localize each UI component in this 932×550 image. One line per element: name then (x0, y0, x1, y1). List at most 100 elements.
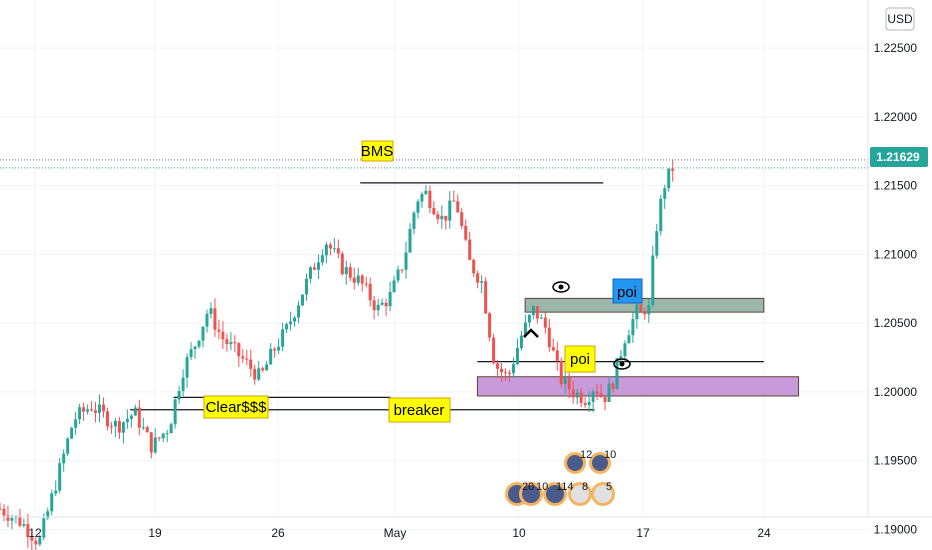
candle-body (655, 231, 659, 256)
x-tick-label: 24 (757, 526, 771, 540)
candle-body (651, 255, 655, 306)
clear-label-text: Clear$$$ (206, 399, 268, 416)
economic-events[interactable]: 20 10 114 8 5 12 10 (505, 449, 616, 506)
y-tick-label: 1.19500 (874, 454, 918, 468)
poi-upper-label: poi (612, 278, 643, 304)
candle-body (249, 359, 253, 369)
candle-body (432, 207, 436, 215)
candle-body (639, 304, 643, 312)
candle-body (631, 319, 635, 336)
candle-body (611, 383, 615, 390)
candle-body (229, 342, 233, 345)
candle-body (82, 407, 86, 412)
candle-body (436, 214, 440, 220)
candle-body (189, 349, 193, 358)
candle-body (50, 493, 54, 512)
candle-body (293, 317, 297, 322)
candle-body (488, 313, 492, 338)
candle-body (456, 201, 460, 213)
candle-body (511, 364, 515, 374)
candle-body (543, 317, 547, 328)
candle-body (671, 168, 675, 171)
candle-body (320, 255, 324, 263)
candle-body (225, 339, 229, 345)
candle-body (185, 357, 189, 378)
candle-body (623, 343, 627, 357)
clear-label: Clear$$$ (203, 395, 269, 419)
poi-lower-label: poi (564, 345, 596, 373)
candle-body (559, 360, 563, 385)
eye-icon (552, 281, 570, 293)
candle-body (591, 391, 595, 402)
candle-body (364, 283, 368, 285)
candle-body (376, 304, 380, 311)
candle-body (201, 326, 205, 341)
candle-body (209, 308, 213, 314)
candle-body (460, 212, 464, 226)
event-count: 10 (604, 449, 616, 461)
x-tick-label: 12 (28, 526, 42, 540)
candle-body (396, 269, 400, 281)
candle-body (221, 331, 225, 340)
candle-body (241, 356, 245, 359)
breaker-label-text: breaker (394, 402, 445, 419)
candle-body (316, 262, 320, 270)
candle-body (420, 194, 424, 202)
poi-upper-label-text: poi (617, 284, 637, 301)
candle-body (54, 490, 58, 494)
candle-body (539, 317, 543, 319)
candle-body (98, 404, 102, 413)
candle-body (388, 291, 392, 307)
event-count: 8 (582, 481, 588, 493)
candle-body (571, 389, 575, 398)
poi-zone-lower[interactable] (476, 376, 800, 397)
candle-body (416, 201, 420, 213)
candle-body (440, 215, 444, 220)
event-count: 10 (536, 481, 548, 493)
candle-body (392, 280, 396, 292)
candle-body (400, 269, 404, 271)
candle-body (464, 225, 468, 240)
candle-body (384, 302, 388, 307)
candle-body (237, 343, 241, 357)
candle-body (169, 424, 173, 434)
x-tick-label: 19 (148, 526, 162, 540)
candle-body (579, 392, 583, 403)
candle-body (328, 244, 332, 249)
currency-badge[interactable]: USD (885, 7, 915, 31)
candle-body (109, 426, 113, 428)
time-axis[interactable]: 12 19 26 May 10 17 24 (0, 516, 932, 540)
candle-body (233, 342, 237, 344)
candle-body (583, 402, 587, 406)
candle-body (352, 277, 356, 283)
candle-body (78, 407, 82, 420)
event-cluster-upper[interactable]: 12 10 (564, 449, 616, 474)
candle-body (587, 401, 591, 406)
event-cluster-lower[interactable]: 20 10 114 8 5 (505, 481, 615, 506)
candle-body (627, 335, 631, 344)
candle-body (26, 524, 30, 538)
candle-body (145, 427, 149, 433)
x-tick-label: 26 (271, 526, 285, 540)
candle-body (500, 368, 504, 373)
y-tick-label: 1.22000 (874, 110, 918, 124)
candle-body (547, 327, 551, 348)
candle-body (444, 215, 448, 221)
candle-body (575, 392, 579, 398)
candle-body (344, 267, 348, 275)
candle-body (297, 305, 301, 318)
annotations: BMS Clear$$$ breaker poi poi (203, 140, 643, 423)
candle-body (567, 377, 571, 390)
price-axis[interactable]: 1.22500 1.22000 1.21500 1.21000 1.20500 1.200… (867, 0, 918, 536)
candle-body (647, 305, 651, 315)
poi-lower-label-text: poi (570, 351, 590, 368)
candle-body (555, 350, 559, 361)
last-price-label: 1.21629 (876, 150, 920, 164)
candle-body (58, 463, 62, 491)
candle-body (452, 200, 456, 202)
candle-body (424, 190, 428, 195)
candle-body (30, 537, 34, 541)
candle-body (412, 212, 416, 230)
candle-body (245, 358, 249, 360)
